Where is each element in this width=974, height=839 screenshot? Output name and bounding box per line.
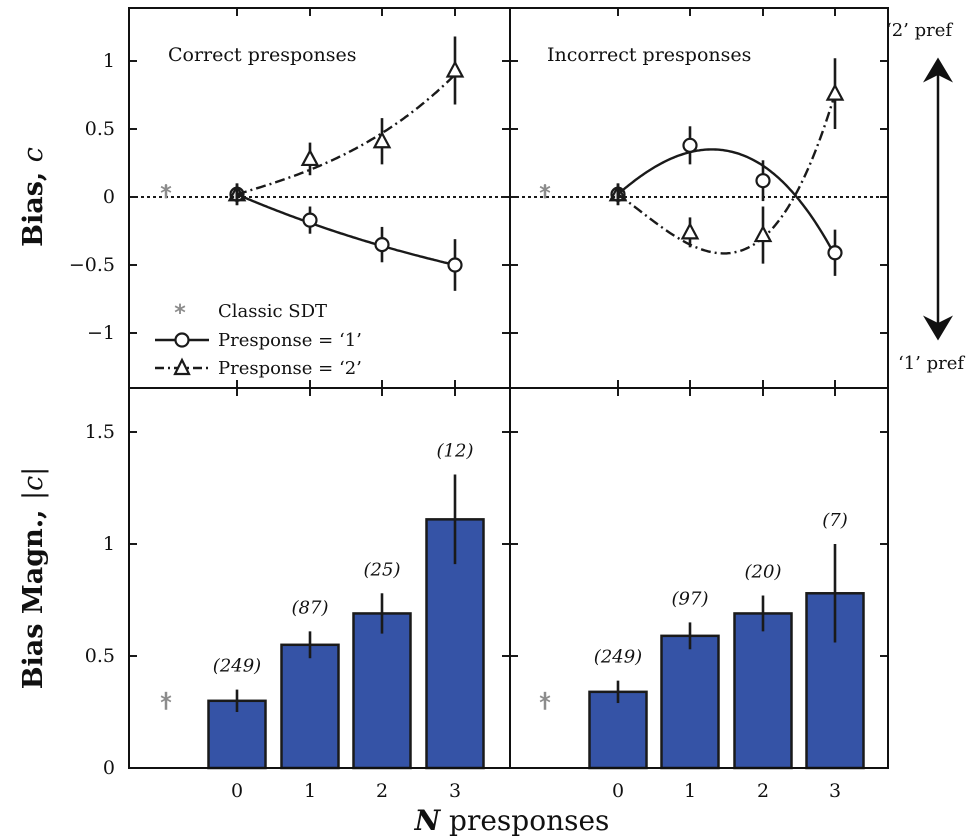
top-left-presponse1-point — [302, 212, 318, 228]
top-left-presponse1-fit-line — [236, 193, 456, 267]
bottom-left-classic-sdt-point: * — [160, 691, 172, 716]
top-right-presponse2-point — [608, 183, 628, 202]
bottom-left-xtick-label: 3 — [449, 780, 461, 802]
legend-classic-label: Classic SDT — [218, 301, 327, 322]
bottom-left-ytick-label: 0.5 — [85, 645, 115, 667]
bottom-right-xtick-label: 1 — [684, 780, 696, 802]
top-left-presponse2-point — [300, 148, 320, 167]
top-left-ytick-label: −0.5 — [69, 254, 115, 276]
bottom-right-classic-sdt-point: * — [539, 691, 551, 716]
bottom-left-bar — [280, 643, 340, 770]
top-left-presponse2-point — [372, 130, 392, 149]
bottom-left-xtick-label: 1 — [304, 780, 316, 802]
plot-layer: −1 −0.5 0 0.5 1 * * 0 0.5 1 1.5 0 1 2 3 * (249) (87) (25) (… — [69, 8, 888, 802]
top-right-presponse1-point — [755, 173, 771, 189]
bottom-right-bar-count-label: (97) — [672, 588, 709, 609]
legend-classic-sdt: * Classic SDT — [174, 301, 327, 326]
bottom-right-bar-count-label: (7) — [822, 510, 848, 531]
top-left-presponse2-point — [445, 60, 465, 78]
pref-1-label: ‘1’ pref — [898, 353, 965, 374]
legend-triangle-icon — [173, 357, 191, 376]
legend-circle-icon — [174, 332, 190, 348]
top-y-axis-label: Bias, c — [18, 147, 49, 247]
bottom-left-ytick-label: 0 — [103, 757, 115, 779]
bottom-right-bar-count-label: (249) — [594, 647, 642, 668]
bottom-right-xtick-label: 2 — [757, 780, 769, 802]
top-right-presponse2-point — [825, 83, 845, 101]
x-axis-label: N presponses — [414, 804, 610, 837]
bottom-right-bar — [733, 612, 793, 770]
bottom-left-xtick-label: 2 — [376, 780, 388, 802]
bottom-left-ytick-label: 1.5 — [85, 421, 115, 443]
bottom-left-bar-count-label: (25) — [364, 559, 401, 580]
top-left-ytick-label: 0 — [103, 186, 115, 208]
top-right-presponse2-point — [753, 224, 773, 243]
top-left-presponse2-point — [227, 183, 247, 202]
top-left-ytick-label: 0.5 — [85, 118, 115, 140]
bottom-left-bar-count-label: (249) — [213, 656, 261, 677]
top-right-presponse2-point — [680, 222, 700, 240]
top-left-presponse1-point — [374, 237, 390, 253]
legend-presponse-2: Presponse = ‘2’ — [155, 357, 362, 379]
top-left-presponse2-fit-line — [236, 73, 456, 196]
bottom-left-bar-count-label: (12) — [437, 441, 474, 462]
bottom-y-axis-label: Bias Magn., |c| — [18, 467, 49, 690]
top-left-classic-sdt-point: * — [160, 182, 172, 207]
bottom-left-xtick-label: 0 — [231, 780, 243, 802]
bottom-right-xtick-label: 3 — [829, 780, 841, 802]
top-right-presponse1-fit-line — [617, 148, 837, 257]
legend-p2-label: Presponse = ‘2’ — [218, 358, 362, 379]
legend-classic-asterisk-icon: * — [174, 301, 186, 326]
bottom-left-bar — [352, 612, 412, 770]
top-right-classic-sdt-point: * — [539, 182, 551, 207]
top-left-ytick-label: 1 — [103, 50, 115, 72]
panel-title-correct: Correct presponses — [168, 44, 357, 66]
bottom-left-bar-count-label: (87) — [292, 597, 329, 618]
bottom-right-bar-count-label: (20) — [745, 562, 782, 583]
top-right-presponse2-fit-line — [617, 93, 837, 255]
bottom-right-bar — [660, 634, 720, 770]
top-left-presponse1-point — [447, 257, 463, 273]
legend: * Classic SDT Presponse = ‘1’ Presponse … — [155, 301, 362, 379]
legend-p1-label: Presponse = ‘1’ — [218, 330, 362, 351]
bottom-right-xtick-label: 0 — [612, 780, 624, 802]
frame-bottom-right — [509, 387, 889, 769]
top-left-ytick-label: −1 — [87, 322, 115, 344]
top-right-presponse1-point — [682, 137, 698, 153]
bottom-right-bar — [588, 690, 648, 770]
panel-title-incorrect: Incorrect presponses — [547, 44, 751, 66]
bottom-left-ytick-label: 1 — [103, 533, 115, 555]
legend-presponse-1: Presponse = ‘1’ — [155, 330, 362, 351]
top-right-presponse1-point — [827, 245, 843, 261]
pref-2-label: ‘2’ pref — [886, 20, 953, 41]
